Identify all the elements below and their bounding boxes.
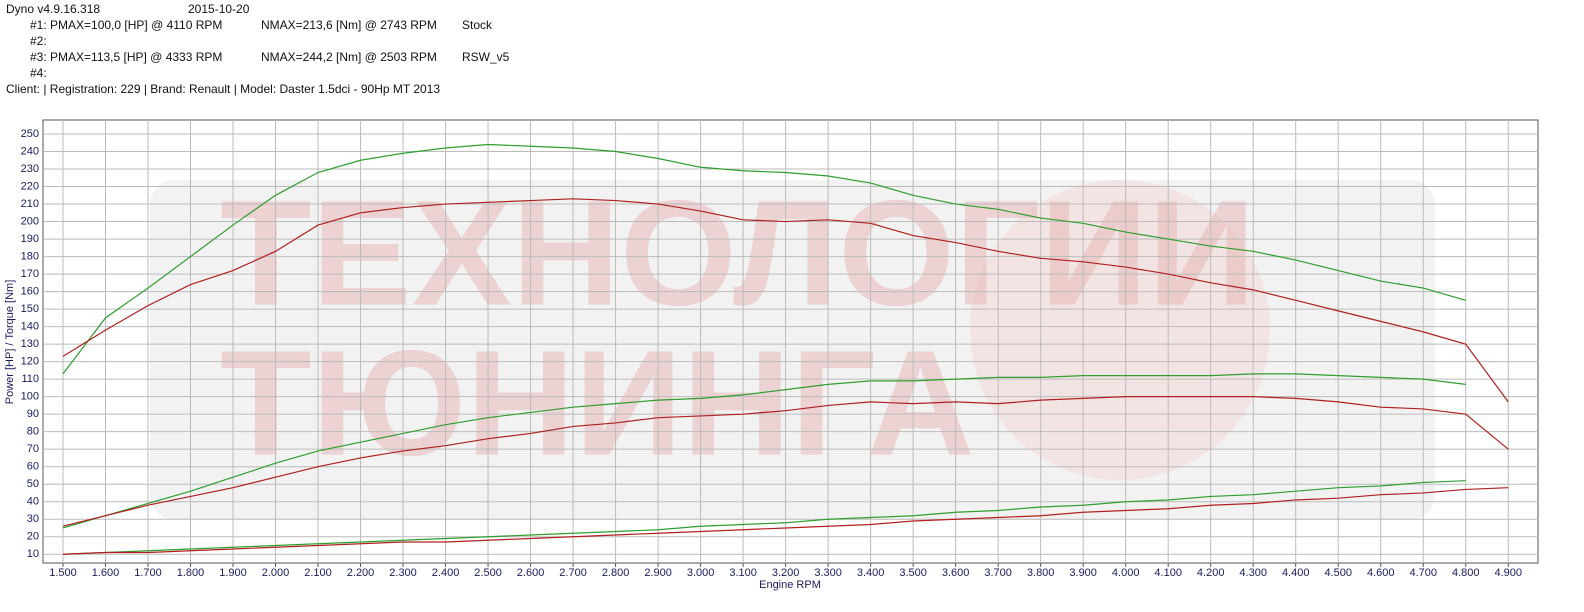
y-tick-label: 40 [27, 496, 39, 508]
client-info: Client: | Registration: 229 | Brand: Ren… [6, 82, 440, 96]
y-tick-label: 200 [21, 215, 39, 227]
x-tick-label: 3.000 [687, 567, 715, 579]
y-tick-label: 60 [27, 461, 39, 473]
watermark: ТЕХНОЛОГИИ [220, 169, 1256, 337]
run-name: Stock [462, 18, 493, 32]
run-slot: #2: [30, 34, 47, 48]
y-tick-label: 190 [21, 233, 39, 245]
x-tick-label: 2.300 [389, 567, 417, 579]
y-tick-label: 210 [21, 198, 39, 210]
x-tick-label: 3.400 [857, 567, 885, 579]
x-tick-label: 1.600 [92, 567, 120, 579]
x-tick-label: 2.700 [559, 567, 587, 579]
y-tick-label: 240 [21, 145, 39, 157]
y-tick-label: 50 [27, 478, 39, 490]
y-tick-label: 20 [27, 531, 39, 543]
x-tick-label: 3.700 [984, 567, 1012, 579]
date: 2015-10-20 [188, 2, 250, 16]
series-line [62, 143, 1466, 375]
x-tick-label: 3.500 [899, 567, 927, 579]
x-tick-label: 2.900 [644, 567, 672, 579]
y-tick-label: 80 [27, 426, 39, 438]
y-axis-label: Power [HP] / Torque [Nm] [4, 280, 16, 405]
x-tick-label: 4.600 [1367, 567, 1395, 579]
y-tick-label: 160 [21, 286, 39, 298]
x-tick-label: 2.100 [304, 567, 332, 579]
y-tick-label: 90 [27, 408, 39, 420]
x-tick-label: 2.000 [262, 567, 290, 579]
x-tick-label: 1.800 [177, 567, 205, 579]
x-tick-label: 3.200 [772, 567, 800, 579]
x-tick-label: 4.900 [1494, 567, 1522, 579]
y-tick-label: 180 [21, 250, 39, 262]
y-tick-label: 220 [21, 180, 39, 192]
run-power: #3: PMAX=113,5 [HP] @ 4333 RPM [30, 50, 222, 64]
x-tick-label: 1.700 [134, 567, 162, 579]
app-version: Dyno v4.9.16.318 [6, 2, 100, 16]
x-tick-label: 2.800 [602, 567, 630, 579]
run-torque: NMAX=244,2 [Nm] @ 2503 RPM [261, 50, 437, 64]
series-line [62, 480, 1466, 555]
y-tick-label: 150 [21, 303, 39, 315]
x-tick-label: 3.600 [942, 567, 970, 579]
run-slot: #4: [30, 66, 47, 80]
x-tick-label: 4.100 [1154, 567, 1182, 579]
x-tick-label: 3.100 [729, 567, 757, 579]
x-tick-label: 2.400 [432, 567, 460, 579]
x-axis-label: Engine RPM [759, 579, 821, 591]
x-tick-label: 4.800 [1452, 567, 1480, 579]
x-tick-label: 2.200 [347, 567, 375, 579]
y-tick-label: 130 [21, 338, 39, 350]
series-line [62, 396, 1509, 527]
x-tick-label: 3.900 [1069, 567, 1097, 579]
y-tick-label: 70 [27, 443, 39, 455]
run-power: #1: PMAX=100,0 [HP] @ 4110 RPM [30, 18, 222, 32]
x-tick-label: 4.500 [1324, 567, 1352, 579]
y-tick-label: 170 [21, 268, 39, 280]
y-tick-label: 30 [27, 513, 39, 525]
series-line [62, 198, 1509, 403]
y-tick-label: 120 [21, 356, 39, 368]
y-tick-label: 110 [21, 373, 39, 385]
x-tick-label: 4.700 [1409, 567, 1437, 579]
run-torque: NMAX=213,6 [Nm] @ 2743 RPM [261, 18, 437, 32]
run-name: RSW_v5 [462, 50, 510, 64]
series-line [62, 487, 1509, 555]
watermark: ТЮНИНГА [220, 319, 975, 487]
x-tick-label: 3.800 [1027, 567, 1055, 579]
x-tick-label: 2.600 [517, 567, 545, 579]
y-tick-label: 140 [21, 321, 39, 333]
x-tick-label: 2.500 [474, 567, 502, 579]
watermark-logo [970, 180, 1270, 480]
y-tick-label: 100 [21, 391, 39, 403]
x-tick-label: 4.400 [1282, 567, 1310, 579]
y-tick-label: 250 [21, 128, 39, 140]
x-tick-label: 4.000 [1112, 567, 1140, 579]
x-tick-label: 4.300 [1239, 567, 1267, 579]
x-tick-label: 4.200 [1197, 567, 1225, 579]
x-tick-label: 3.300 [814, 567, 842, 579]
x-tick-label: 1.500 [49, 567, 77, 579]
x-tick-label: 1.900 [219, 567, 247, 579]
y-tick-label: 10 [27, 548, 39, 560]
series-line [62, 373, 1466, 529]
y-tick-label: 230 [21, 163, 39, 175]
